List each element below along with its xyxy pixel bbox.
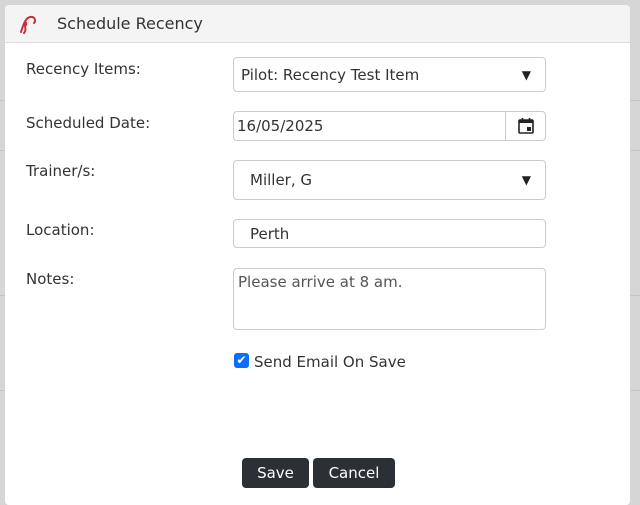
scheduled-date-value: 16/05/2025 [237, 117, 324, 135]
chevron-down-icon: ▼ [521, 173, 531, 187]
calendar-icon[interactable] [505, 112, 545, 140]
recency-items-label: Recency Items: [26, 60, 141, 78]
location-label: Location: [26, 221, 95, 239]
notes-textarea[interactable]: Please arrive at 8 am. [233, 268, 546, 330]
send-email-label[interactable]: Send Email On Save [254, 353, 406, 371]
trainers-value: Miller, G [250, 171, 312, 189]
dialog-header: Schedule Recency [5, 5, 630, 43]
chevron-down-icon: ▼ [521, 67, 531, 82]
trainers-label: Trainer/s: [26, 162, 96, 180]
send-email-checkbox[interactable]: ✔ [234, 353, 249, 368]
dialog-title: Schedule Recency [57, 14, 203, 33]
location-input[interactable]: Perth [233, 219, 546, 248]
notes-label: Notes: [26, 270, 75, 288]
schedule-recency-dialog: Schedule Recency Recency Items: Pilot: R… [5, 5, 630, 505]
cancel-button[interactable]: Cancel [313, 458, 395, 488]
recency-items-select[interactable]: Pilot: Recency Test Item ▼ [233, 57, 546, 92]
scheduled-date-input[interactable]: 16/05/2025 [233, 111, 546, 141]
notes-value: Please arrive at 8 am. [238, 273, 403, 291]
recency-items-value: Pilot: Recency Test Item [241, 65, 420, 84]
location-value: Perth [250, 224, 290, 243]
save-button[interactable]: Save [242, 458, 309, 488]
signature-logo [20, 15, 36, 34]
scheduled-date-label: Scheduled Date: [26, 114, 151, 132]
trainers-select[interactable]: Miller, G ▼ [233, 160, 546, 200]
